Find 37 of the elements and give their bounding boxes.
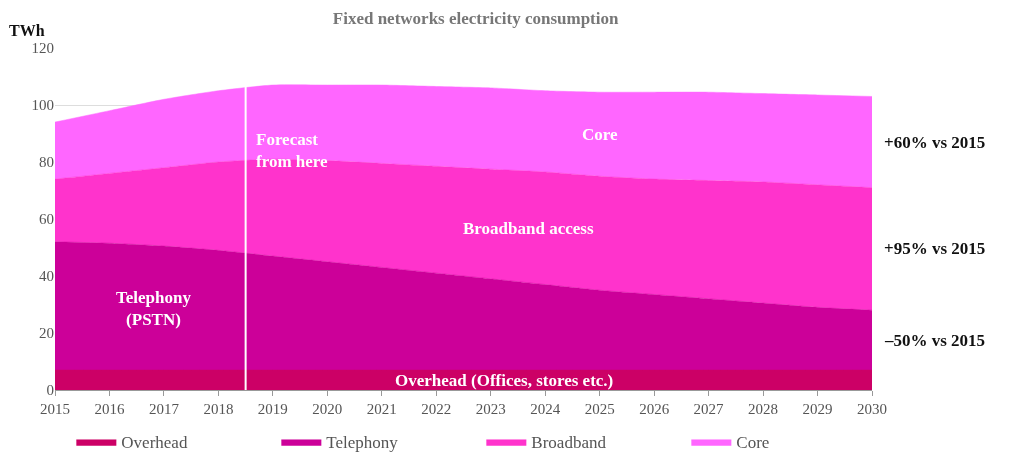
y-tick-label: 20: [39, 325, 54, 342]
y-tick-label: 60: [39, 211, 54, 228]
y-axis-title: TWh: [9, 22, 45, 39]
x-tick-label: 2028: [748, 401, 779, 417]
x-tick-label: 2030: [857, 401, 887, 417]
x-tick-label: 2027: [693, 401, 725, 417]
x-tick-label: 2015: [40, 401, 70, 417]
x-tick-label: 2021: [366, 401, 397, 417]
x-tick-label: 2019: [257, 401, 288, 417]
y-tick-label: 100: [31, 97, 54, 114]
x-tick-label: 2016: [94, 401, 125, 417]
legend-label: Core: [736, 433, 770, 453]
annotation: Broadband access: [463, 219, 594, 238]
legend-label: Broadband: [531, 433, 607, 453]
x-tick-label: 2024: [530, 401, 561, 417]
y-tick-label: 40: [39, 268, 54, 285]
x-tick-label: 2026: [639, 401, 670, 417]
annotation: Core: [582, 125, 619, 144]
x-tick-label: 2018: [203, 401, 234, 417]
x-tick-label: 2017: [148, 401, 180, 417]
annotation: Overhead (Offices, stores etc.): [395, 371, 614, 390]
x-tick-label: 2022: [421, 401, 452, 417]
legend-label: Telephony: [326, 433, 399, 453]
text: –50% vs 2015: [884, 331, 986, 350]
x-tick-label: 2023: [475, 401, 506, 417]
text: +60% vs 2015: [884, 133, 986, 152]
chart-title: Fixed networks electricity consumption: [332, 8, 620, 28]
y-tick-label: 0: [46, 382, 54, 399]
annotation: Telephony (PSTN): [116, 288, 192, 330]
ref-line-label: Forecast from here: [256, 130, 329, 172]
legend-label: Overhead: [121, 433, 188, 453]
x-tick-label: 2020: [312, 401, 343, 417]
y-tick-label: 80: [39, 154, 54, 171]
text: +95% vs 2015: [884, 239, 986, 258]
x-tick-label: 2029: [802, 401, 833, 417]
x-tick-label: 2025: [584, 401, 615, 417]
y-tick-label: 120: [31, 40, 54, 57]
